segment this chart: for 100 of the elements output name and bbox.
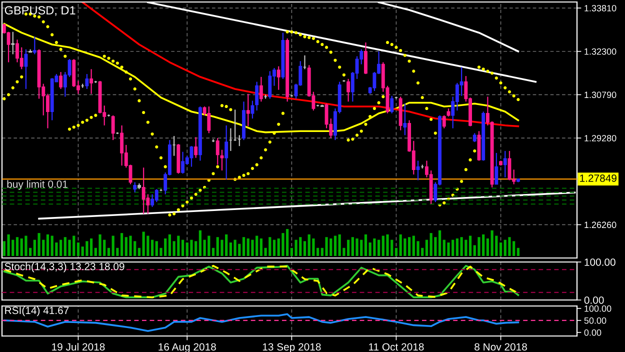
annotation: buy limit 0.01: [7, 180, 68, 190]
bar: [272, 240, 276, 256]
bar: [138, 248, 141, 256]
candlestick: [181, 151, 185, 174]
candlestick: [268, 70, 272, 100]
bar: [516, 248, 520, 256]
bar: [46, 234, 50, 256]
bar: [181, 240, 184, 256]
bar: [86, 241, 88, 256]
bar: [16, 237, 19, 256]
bar: [399, 234, 402, 256]
bar: [386, 234, 389, 256]
candlestick: [216, 137, 220, 166]
bar: [456, 238, 459, 256]
bar: [508, 237, 511, 256]
candlestick: [32, 36, 36, 55]
bar: [478, 237, 480, 256]
bar: [325, 237, 328, 256]
bar: [90, 238, 93, 256]
candlestick: [246, 93, 250, 127]
candlestick: [390, 95, 394, 114]
candlestick: [59, 71, 63, 90]
bar: [394, 248, 398, 256]
bar: [312, 238, 315, 256]
candlestick: [255, 81, 259, 112]
bar: [303, 241, 306, 256]
bar: [468, 236, 472, 256]
bar: [334, 236, 337, 256]
bar: [447, 242, 450, 256]
bar: [294, 240, 298, 256]
line-series: [3, 22, 520, 134]
chart-title: RSI(14) 41.67: [5, 306, 69, 316]
bar: [212, 248, 215, 256]
bar: [377, 240, 380, 256]
candlestick: [207, 106, 211, 134]
candlestick: [20, 46, 24, 70]
line-series: [3, 264, 520, 298]
line-series: [82, 2, 520, 128]
bar: [430, 233, 432, 256]
candlestick: [224, 124, 228, 180]
bar: [24, 236, 28, 256]
bar: [7, 234, 10, 256]
bar: [68, 240, 71, 256]
bar: [76, 242, 80, 256]
bar: [464, 240, 468, 256]
bar: [499, 242, 502, 256]
bar: [129, 236, 132, 256]
y-tick-label: 100.00: [584, 258, 616, 266]
candlestick: [120, 124, 124, 166]
bar: [142, 232, 145, 256]
bar: [408, 237, 411, 256]
x-tick-label: 19 Jul 2018: [52, 342, 105, 351]
bar: [364, 234, 368, 256]
y-tick-label: 0.00: [584, 296, 604, 304]
candlestick: [150, 194, 154, 208]
chart-title: Stoch(14,3,3) 13.23 18.09: [4, 262, 124, 272]
candlestick: [346, 78, 350, 102]
candlestick: [24, 48, 28, 90]
bar: [146, 236, 150, 256]
candlestick: [133, 182, 137, 193]
candlestick: [90, 68, 94, 94]
y-tick-label: 1.26260: [584, 222, 616, 228]
y-tick-label: 1.30790: [584, 92, 616, 98]
bar: [198, 230, 202, 256]
candlestick: [11, 31, 15, 55]
bar: [190, 240, 193, 256]
candlestick: [111, 114, 115, 141]
candlestick: [259, 76, 263, 102]
y-tick-label: 1.29280: [584, 135, 616, 142]
bar: [438, 230, 442, 256]
candlestick: [503, 150, 507, 178]
bar: [251, 240, 254, 256]
bar: [490, 230, 494, 256]
candlestick: [220, 149, 224, 172]
bar: [150, 240, 154, 256]
bar: [168, 234, 172, 256]
y-tick-label: 100.00: [584, 305, 612, 312]
candlestick: [403, 103, 407, 136]
bar: [242, 237, 246, 256]
y-tick-label: 0.00: [584, 329, 602, 336]
candlestick: [442, 114, 446, 129]
bar: [373, 238, 376, 256]
bar: [120, 233, 124, 256]
y-tick-label: 1.33810: [584, 4, 616, 12]
candlestick: [250, 100, 254, 120]
candlestick: [142, 167, 146, 214]
bar: [38, 233, 40, 256]
candlestick: [190, 146, 194, 168]
candlestick: [276, 66, 280, 90]
ref-line-label: 1.27849: [580, 174, 616, 182]
candlestick: [85, 73, 89, 90]
candlestick: [154, 188, 158, 203]
candlestick: [494, 152, 498, 185]
chart-title: GBPUSD, D1: [4, 6, 76, 16]
y-tick-label: 1.32300: [584, 48, 616, 55]
bar: [460, 237, 463, 256]
candlestick: [194, 136, 198, 158]
bar: [282, 233, 284, 256]
bar: [112, 236, 114, 256]
bar: [234, 240, 236, 256]
